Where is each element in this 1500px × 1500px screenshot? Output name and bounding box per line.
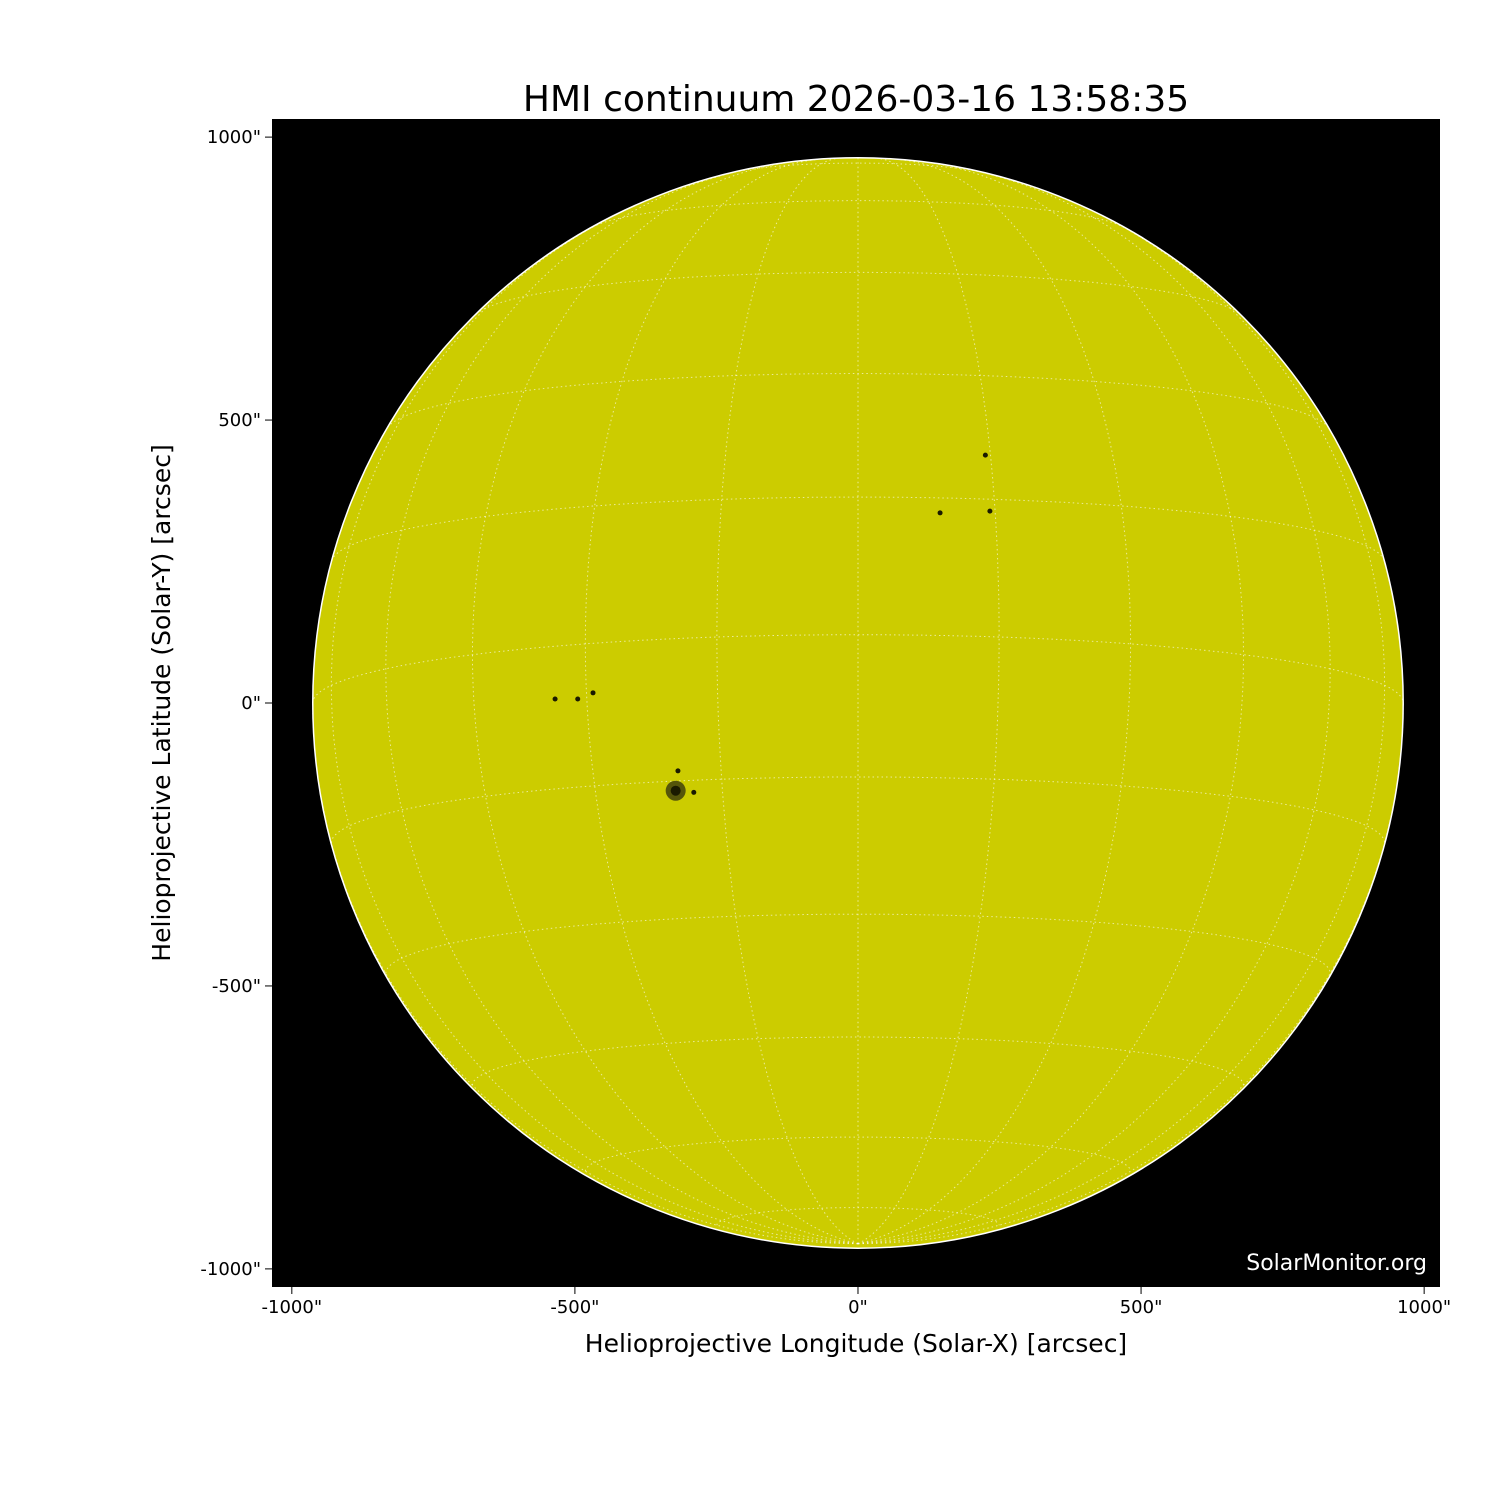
latitude-line xyxy=(734,162,982,173)
x-tick-label: 500" xyxy=(1120,1297,1163,1318)
latitude-line xyxy=(584,1136,1132,1172)
longitude-line xyxy=(472,162,859,1245)
latitude-line xyxy=(472,1036,1244,1086)
longitude-line xyxy=(385,171,859,1245)
x-tick-label: 1000" xyxy=(1397,1297,1451,1318)
x-tick-label: -1000" xyxy=(262,1297,323,1318)
latitude-line xyxy=(312,634,1404,704)
chart-title: HMI continuum 2026-03-16 13:58:35 xyxy=(523,79,1189,120)
sunspot xyxy=(987,508,993,514)
y-tick-label: -500" xyxy=(212,976,261,997)
longitude-line xyxy=(857,162,1245,1245)
sunspot xyxy=(590,690,596,696)
sunspot-layer xyxy=(552,452,993,801)
sunspot xyxy=(575,696,581,702)
latitude-line xyxy=(387,373,1329,428)
latitude-line xyxy=(592,200,1124,228)
x-axis-label: Helioprojective Longitude (Solar-X) [arc… xyxy=(585,1329,1127,1358)
x-tick-label: 0" xyxy=(848,1297,868,1318)
sunspot xyxy=(691,789,697,795)
y-tick-label: 1000" xyxy=(207,127,261,148)
y-tick-label: -1000" xyxy=(200,1259,261,1280)
y-axis-label: Helioprojective Latitude (Solar-Y) [arcs… xyxy=(147,444,176,961)
sunspot-umbra xyxy=(670,785,681,796)
x-tick-label: -500" xyxy=(550,1297,599,1318)
latitude-line xyxy=(331,496,1385,561)
watermark: SolarMonitor.org xyxy=(1246,1251,1427,1276)
latitude-line xyxy=(716,1207,1000,1226)
sunspot xyxy=(675,768,681,774)
longitude-line xyxy=(857,702,1404,1245)
y-tick-label: 500" xyxy=(218,410,261,431)
sunspot xyxy=(937,510,943,516)
latitude-line xyxy=(475,271,1241,315)
sunspot xyxy=(552,696,558,702)
heliographic-grid xyxy=(312,157,1404,1245)
longitude-line xyxy=(857,171,1331,1245)
axis-ticks: -1000" -500" 0" 500" 1000" -1000" -500" 0" 500" 1… xyxy=(200,127,1451,1318)
latitude-line xyxy=(385,913,1331,974)
sunspot xyxy=(982,452,988,458)
y-tick-label: 0" xyxy=(241,693,261,714)
